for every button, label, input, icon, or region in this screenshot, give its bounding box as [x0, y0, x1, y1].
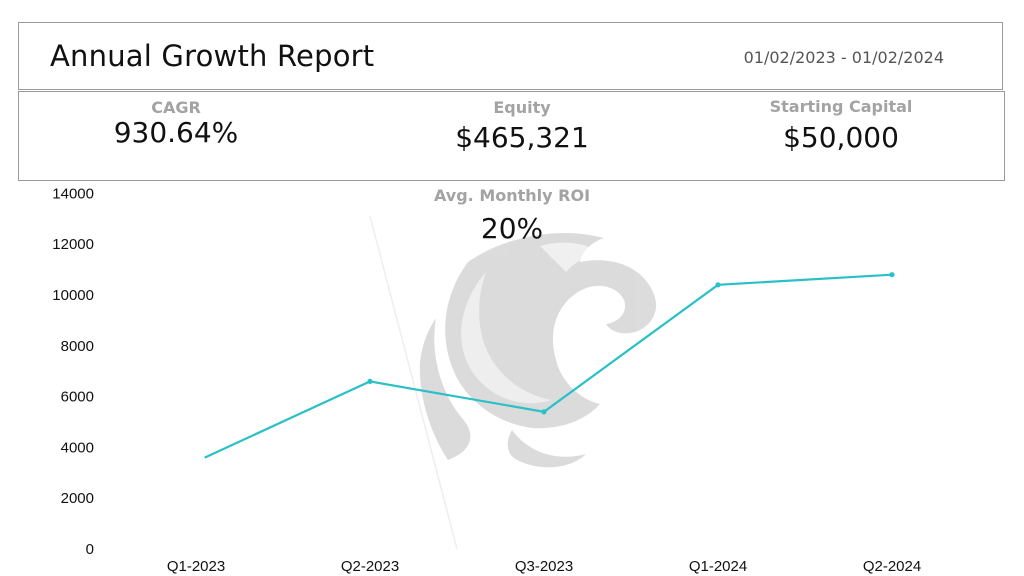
cagr-label: CAGR [151, 98, 201, 117]
cagr-value: 930.64% [113, 116, 239, 149]
series-layer [204, 216, 895, 550]
avg-monthly-roi-value: 20% [480, 212, 544, 245]
cagr-stat: CAGR 930.64% [91, 98, 261, 149]
data-point [541, 409, 547, 415]
y-tick-label: 0 [86, 541, 94, 558]
y-tick-label: 6000 [61, 389, 94, 406]
report-header: Annual Growth Report 01/02/2023 - 01/02/… [18, 22, 1003, 90]
date-range: 01/02/2023 - 01/02/2024 [743, 48, 944, 67]
data-point [367, 378, 373, 384]
x-axis: Q1-2023 Q2-2023 Q3-2023 Q1-2024 Q2-2024 [167, 558, 921, 575]
x-tick-label: Q3-2023 [515, 558, 573, 575]
starting-capital-value: $50,000 [783, 121, 899, 154]
lion-watermark-icon [419, 232, 656, 468]
stats-panel: CAGR 930.64% Equity $465,321 Starting Ca… [18, 91, 1005, 181]
equity-value: $465,321 [455, 121, 589, 154]
x-tick-label: Q1-2024 [689, 558, 747, 575]
x-tick-label: Q2-2023 [341, 558, 399, 575]
y-tick-label: 10000 [52, 287, 94, 304]
y-tick-label: 8000 [61, 338, 94, 355]
data-point [715, 282, 721, 288]
y-tick-label: 2000 [61, 490, 94, 507]
x-tick-label: Q2-2024 [863, 558, 921, 575]
report-title: Annual Growth Report [50, 39, 375, 73]
faint-series-line [369, 216, 458, 550]
avg-monthly-roi-label: Avg. Monthly ROI [433, 186, 591, 205]
y-tick-label: 4000 [61, 439, 94, 456]
data-point [889, 272, 895, 278]
y-tick-label: 12000 [52, 236, 94, 253]
equity-label: Equity [493, 98, 551, 117]
equity-stat: Equity $465,321 [417, 98, 627, 154]
avg-monthly-roi-stat: Avg. Monthly ROI 20% [412, 186, 612, 245]
starting-capital-stat: Starting Capital $50,000 [731, 97, 951, 154]
starting-capital-label: Starting Capital [769, 97, 913, 116]
y-axis: 0 2000 4000 6000 8000 10000 12000 14000 [52, 185, 94, 558]
x-tick-label: Q1-2023 [167, 558, 225, 575]
y-tick-label: 14000 [52, 185, 94, 202]
